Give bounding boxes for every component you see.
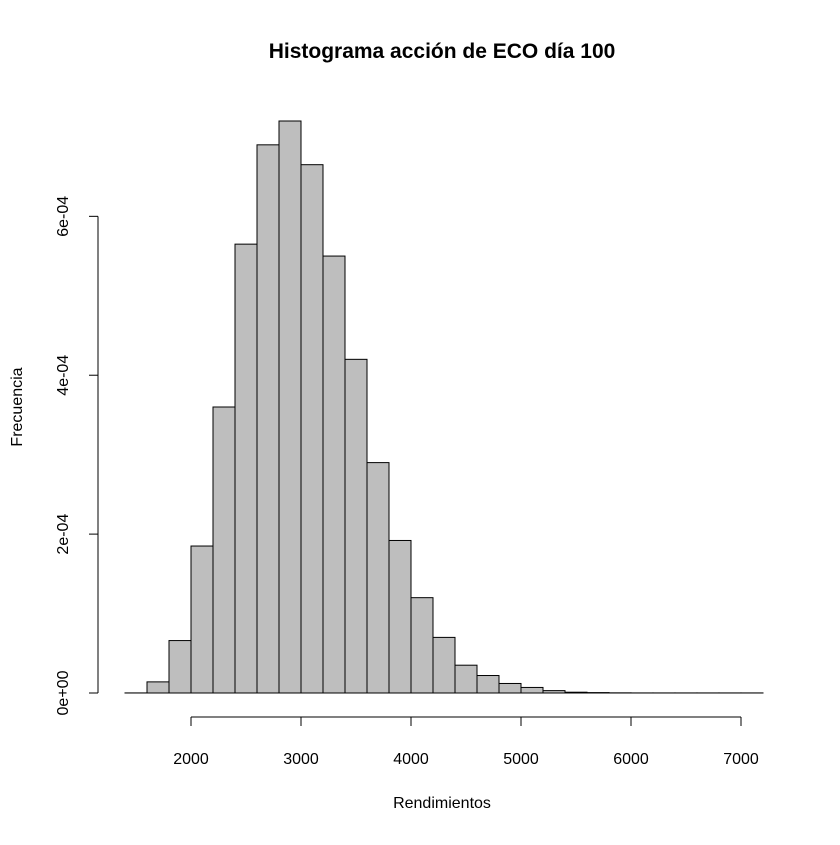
histogram-bar — [477, 676, 499, 693]
histogram-bar — [433, 637, 455, 693]
x-axis: 2000 3000 4000 5000 6000 7000 — [173, 717, 759, 768]
histogram-bar — [279, 121, 301, 693]
y-tick-label: 0e+00 — [55, 670, 72, 715]
histogram-bar — [257, 145, 279, 693]
histogram-bar — [191, 546, 213, 693]
histogram-bar — [411, 598, 433, 693]
histogram-bar — [147, 682, 169, 693]
y-axis-label: Frecuencia — [9, 367, 26, 446]
histogram-bar — [565, 692, 587, 693]
y-tick-label: 4e-04 — [55, 355, 72, 396]
x-tick-label: 2000 — [173, 751, 209, 768]
x-axis-label: Rendimientos — [393, 795, 491, 812]
histogram-bar — [499, 683, 521, 693]
y-tick-label: 2e-04 — [55, 514, 72, 555]
histogram-bar — [345, 359, 367, 693]
x-tick-label: 7000 — [723, 751, 759, 768]
histogram-bar — [521, 687, 543, 693]
histogram-bar — [213, 407, 235, 693]
histogram-bar — [235, 244, 257, 693]
chart-title: Histograma acción de ECO día 100 — [269, 40, 616, 63]
histogram-bar — [169, 641, 191, 693]
x-tick-label: 6000 — [613, 751, 649, 768]
histogram-bar — [367, 463, 389, 693]
histogram-bars — [125, 121, 763, 693]
x-tick-label: 4000 — [393, 751, 429, 768]
x-tick-label: 5000 — [503, 751, 539, 768]
histogram-bar — [543, 691, 565, 693]
histogram-bar — [323, 256, 345, 693]
y-axis: 0e+00 2e-04 4e-04 6e-04 — [55, 196, 98, 716]
y-tick-label: 6e-04 — [55, 196, 72, 237]
histogram-bar — [389, 540, 411, 693]
histogram-bar — [455, 665, 477, 693]
histogram-bar — [301, 165, 323, 693]
x-tick-label: 3000 — [283, 751, 319, 768]
